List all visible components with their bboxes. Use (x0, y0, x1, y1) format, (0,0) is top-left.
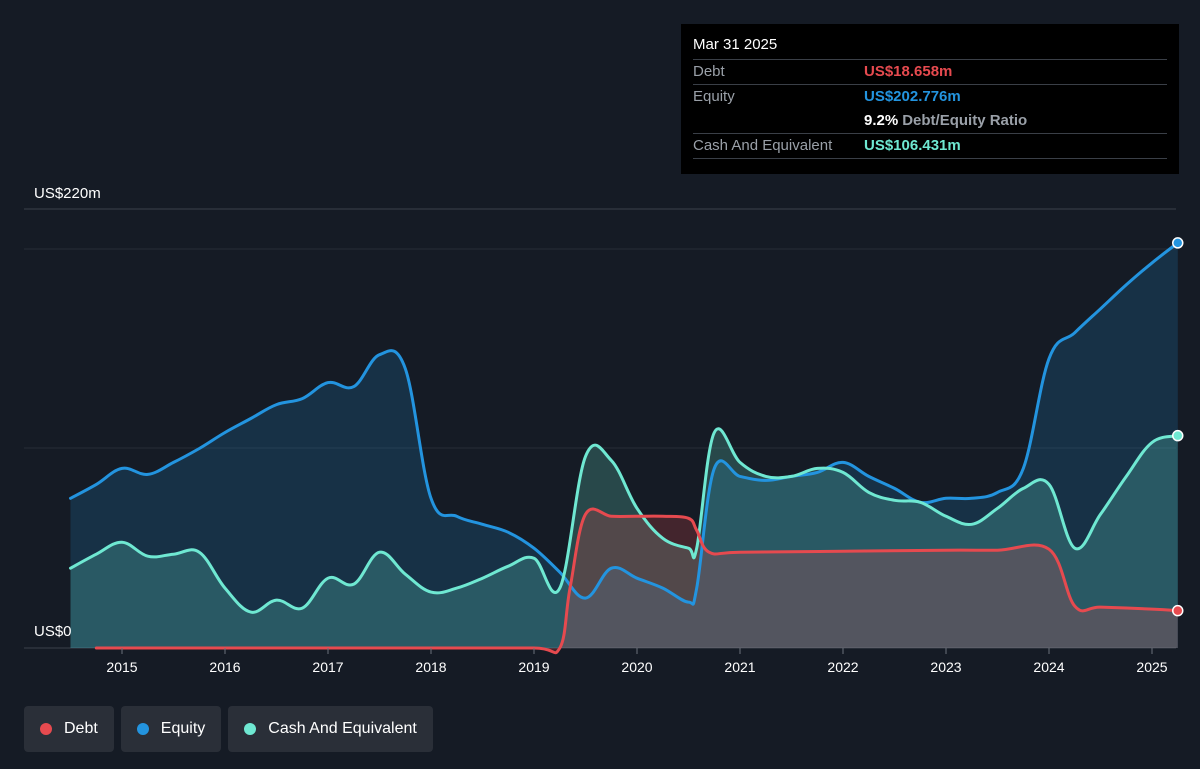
series-areas (70, 242, 1178, 653)
tooltip-ratio-value: 9.2% (864, 112, 899, 129)
line-debt (94, 507, 1180, 655)
chart-area: 2015 2016 2017 2018 2019 2020 2021 2022 2023 2024… (24, 185, 1184, 675)
tooltip-cash-value: US$106.431m (864, 137, 961, 154)
tooltip-debt-value: US$18.658m (864, 63, 953, 80)
area-equity (70, 242, 1178, 648)
legend-item-equity[interactable]: Equity (120, 706, 222, 752)
tick-label-2020: 2020 (621, 659, 652, 675)
legend-cash-label: Cash And Equivalent (268, 720, 417, 737)
tick-label-2021: 2021 (724, 659, 755, 675)
tooltip-row-cash: Cash And Equivalent US$106.431m (693, 133, 1167, 159)
debt-dot-icon (40, 723, 52, 735)
legend-equity-label: Equity (160, 720, 206, 737)
line-cash (69, 427, 1180, 614)
tick-label-2025: 2025 (1136, 659, 1167, 675)
tooltip-debt-label: Debt (693, 63, 725, 80)
series-lines (69, 237, 1184, 655)
tick-label-2018: 2018 (415, 659, 446, 675)
legend-item-cash[interactable]: Cash And Equivalent (228, 706, 433, 752)
legend-item-debt[interactable]: Debt (24, 706, 114, 752)
end-point-cash (1172, 429, 1184, 442)
area-debt (96, 508, 1178, 653)
tick-label-2022: 2022 (827, 659, 858, 675)
y-axis-bottom-label: US$0 (34, 623, 72, 640)
legend-debt-label: Debt (64, 720, 98, 737)
tooltip-row-equity: Equity US$202.776m (693, 84, 1167, 109)
cash-dot-icon (244, 723, 257, 735)
tooltip-equity-value: US$202.776m (864, 88, 961, 105)
area-cash (70, 428, 1178, 648)
tooltip-date: Mar 31 2025 (693, 36, 778, 53)
tick-label-2023: 2023 (930, 659, 961, 675)
tick-label-2024: 2024 (1033, 659, 1064, 675)
line-equity (69, 241, 1180, 606)
tooltip-equity-label: Equity (693, 88, 735, 105)
y-axis-top-label: US$220m (34, 185, 101, 202)
tooltip-row-debt: Debt US$18.658m (693, 59, 1167, 84)
tooltip-row-ratio: 9.2% Debt/Equity Ratio (693, 109, 1167, 133)
tick-label-2017: 2017 (312, 659, 343, 675)
tooltip-panel: Mar 31 2025 Debt US$18.658m Equity US$20… (681, 24, 1179, 174)
chart-legend: Debt Equity Cash And Equivalent (24, 706, 433, 752)
tick-label-2019: 2019 (518, 659, 549, 675)
tooltip-cash-label: Cash And Equivalent (693, 137, 833, 154)
tick-label-2015: 2015 (106, 659, 137, 675)
tooltip-ratio-label: Debt/Equity Ratio (902, 112, 1028, 129)
end-point-equity (1172, 237, 1184, 249)
tick-label-2016: 2016 (209, 659, 240, 675)
end-point-debt (1172, 604, 1184, 617)
x-axis-ticks: 2015 2016 2017 2018 2019 2020 2021 2022 2023 2024… (106, 648, 1168, 675)
equity-dot-icon (136, 723, 149, 735)
